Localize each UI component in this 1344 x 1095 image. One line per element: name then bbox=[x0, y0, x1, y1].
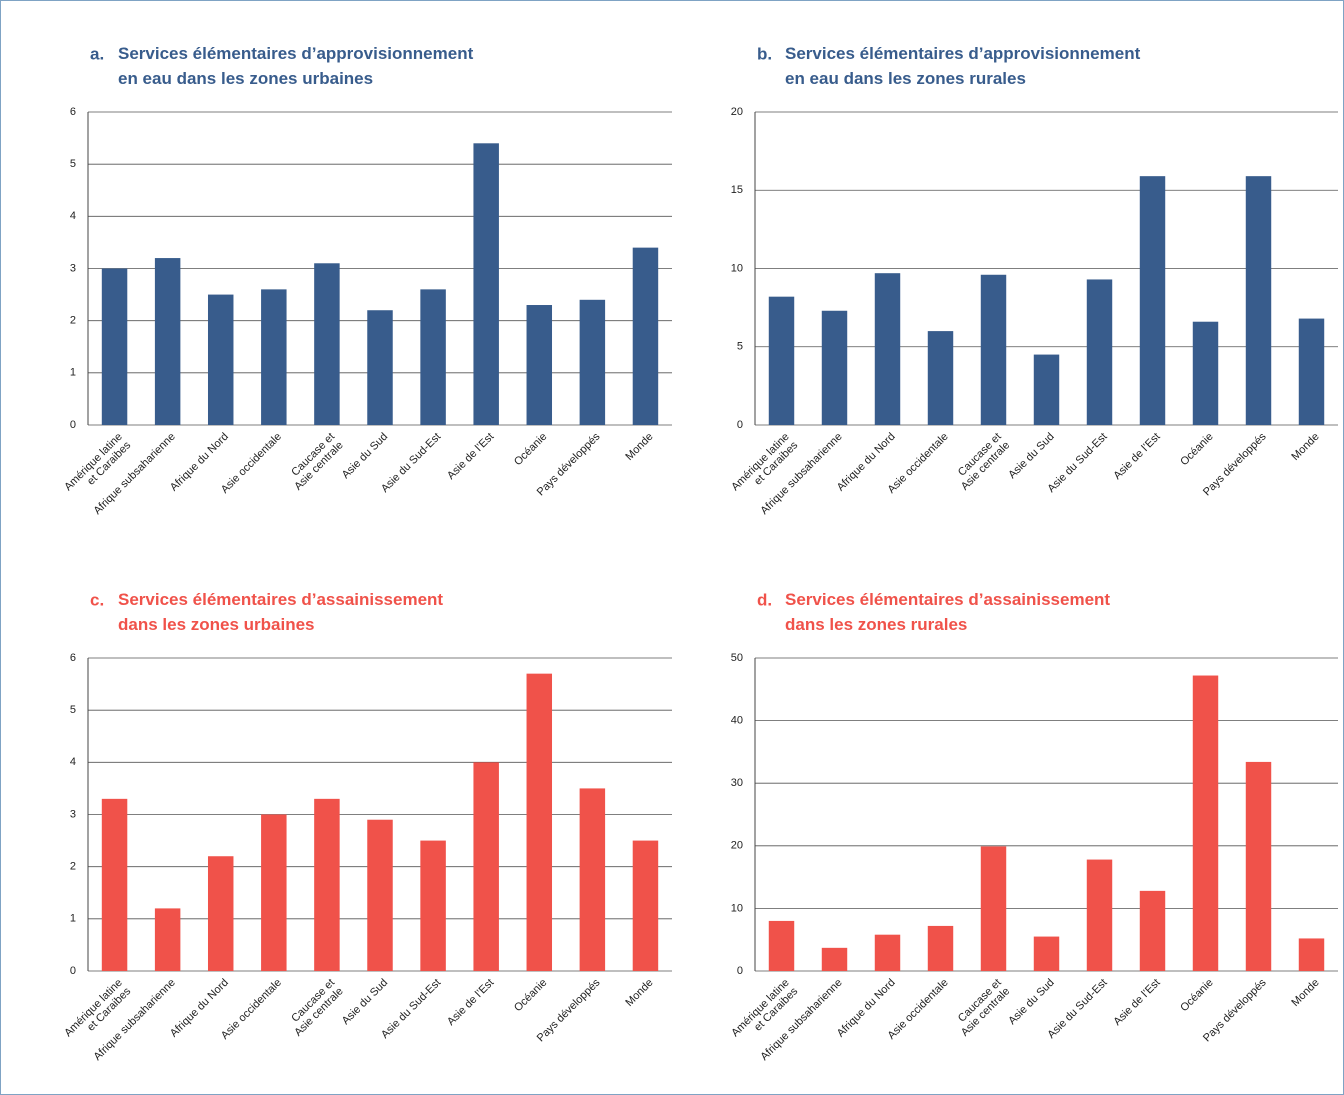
y-tick-label: 4 bbox=[70, 210, 76, 222]
x-tick-label: Caucase etAsie centrale bbox=[284, 431, 346, 493]
y-tick-label: 50 bbox=[731, 652, 743, 664]
x-tick-label: Océanie bbox=[1178, 431, 1215, 468]
y-tick-label: 1 bbox=[70, 913, 76, 925]
chart-title: Services élémentaires d’assainissement da… bbox=[785, 590, 1110, 634]
y-tick-label: 6 bbox=[70, 106, 76, 118]
bar bbox=[367, 310, 393, 425]
y-tick-label: 15 bbox=[731, 184, 743, 196]
bar bbox=[1086, 859, 1113, 971]
y-tick-label: 3 bbox=[70, 808, 76, 820]
bar bbox=[473, 143, 499, 426]
bar bbox=[261, 289, 287, 425]
bar bbox=[314, 263, 340, 425]
bar bbox=[1139, 176, 1166, 425]
bar bbox=[874, 934, 901, 971]
x-tick-label: Asie de l’Est bbox=[1111, 977, 1162, 1028]
chart-title: Services élémentaires d’approvisionnemen… bbox=[118, 44, 474, 88]
y-tick-label: 10 bbox=[731, 902, 743, 914]
x-tick-label: Asie du Sud bbox=[340, 431, 390, 481]
x-tick-label: Caucase etAsie centrale bbox=[950, 431, 1012, 493]
bar bbox=[980, 274, 1007, 425]
y-tick-label: 5 bbox=[737, 341, 743, 353]
y-tick-label: 0 bbox=[737, 965, 743, 977]
y-tick-label: 6 bbox=[70, 652, 76, 664]
y-tick-label: 1 bbox=[70, 367, 76, 379]
bar bbox=[821, 310, 848, 425]
bar bbox=[420, 840, 446, 971]
x-tick-label: Monde bbox=[1289, 431, 1321, 463]
bar bbox=[1298, 938, 1325, 971]
y-tick-label: 2 bbox=[70, 861, 76, 873]
bar bbox=[874, 273, 901, 425]
bar bbox=[1033, 354, 1060, 425]
bar bbox=[1192, 675, 1219, 971]
panel-label: c. bbox=[90, 590, 104, 609]
x-tick-label: Océanie bbox=[512, 977, 549, 1014]
y-tick-label: 20 bbox=[731, 840, 743, 852]
bar bbox=[1139, 890, 1166, 971]
bar bbox=[207, 856, 234, 971]
bar bbox=[367, 819, 393, 971]
bar bbox=[579, 299, 606, 425]
x-tick-label: Monde bbox=[623, 431, 655, 463]
y-tick-label: 0 bbox=[70, 965, 76, 977]
bar bbox=[314, 798, 340, 971]
bar bbox=[1192, 321, 1219, 425]
x-tick-label: Asie du Sud bbox=[1006, 431, 1056, 481]
x-tick-label: Monde bbox=[1289, 977, 1321, 1009]
y-tick-label: 30 bbox=[731, 777, 743, 789]
chart-title: Services élémentaires d’approvisionnemen… bbox=[785, 44, 1141, 88]
x-tick-label: Océanie bbox=[1178, 977, 1215, 1014]
bar bbox=[101, 798, 128, 971]
y-tick-label: 0 bbox=[737, 419, 743, 431]
panel-label: d. bbox=[757, 590, 772, 609]
panel-label: a. bbox=[90, 44, 104, 63]
panel-label: b. bbox=[757, 44, 772, 63]
bar bbox=[526, 673, 553, 971]
chart-title: Services élémentaires d’assainissement da… bbox=[118, 590, 443, 634]
bar bbox=[101, 268, 128, 425]
x-tick-label: Asie du Sud bbox=[340, 977, 390, 1027]
bar bbox=[1086, 279, 1113, 425]
x-tick-label: Asie de l’Est bbox=[1111, 431, 1162, 482]
bar bbox=[1245, 176, 1272, 425]
y-tick-label: 5 bbox=[70, 704, 76, 716]
y-tick-label: 3 bbox=[70, 262, 76, 274]
bar bbox=[207, 294, 234, 425]
bar bbox=[927, 925, 954, 971]
x-tick-label: Asie de l’Est bbox=[445, 977, 496, 1028]
bar bbox=[579, 788, 606, 971]
x-tick-label: Monde bbox=[623, 977, 655, 1009]
y-tick-label: 4 bbox=[70, 756, 76, 768]
bar bbox=[1033, 936, 1060, 971]
x-tick-label: Asie du Sud bbox=[1006, 977, 1056, 1027]
bar bbox=[154, 908, 181, 971]
y-tick-label: 20 bbox=[731, 106, 743, 118]
bar bbox=[473, 762, 499, 971]
bar bbox=[261, 814, 287, 971]
bar bbox=[420, 289, 446, 425]
bar bbox=[632, 840, 659, 971]
x-tick-label: Caucase etAsie centrale bbox=[284, 977, 346, 1039]
bar bbox=[526, 305, 553, 425]
bar bbox=[980, 846, 1007, 971]
bar bbox=[154, 258, 181, 425]
bar bbox=[1245, 761, 1272, 971]
bar bbox=[632, 247, 659, 425]
y-tick-label: 2 bbox=[70, 315, 76, 327]
y-tick-label: 10 bbox=[731, 262, 743, 274]
y-tick-label: 5 bbox=[70, 158, 76, 170]
y-tick-label: 0 bbox=[70, 419, 76, 431]
bar bbox=[1298, 318, 1325, 425]
x-tick-label: Océanie bbox=[512, 431, 549, 468]
bar bbox=[768, 920, 795, 971]
x-tick-label: Asie de l’Est bbox=[445, 431, 496, 482]
bar bbox=[821, 947, 848, 971]
bar bbox=[927, 331, 954, 425]
bar bbox=[768, 296, 795, 425]
x-tick-label: Caucase etAsie centrale bbox=[950, 977, 1012, 1039]
y-tick-label: 40 bbox=[731, 715, 743, 727]
